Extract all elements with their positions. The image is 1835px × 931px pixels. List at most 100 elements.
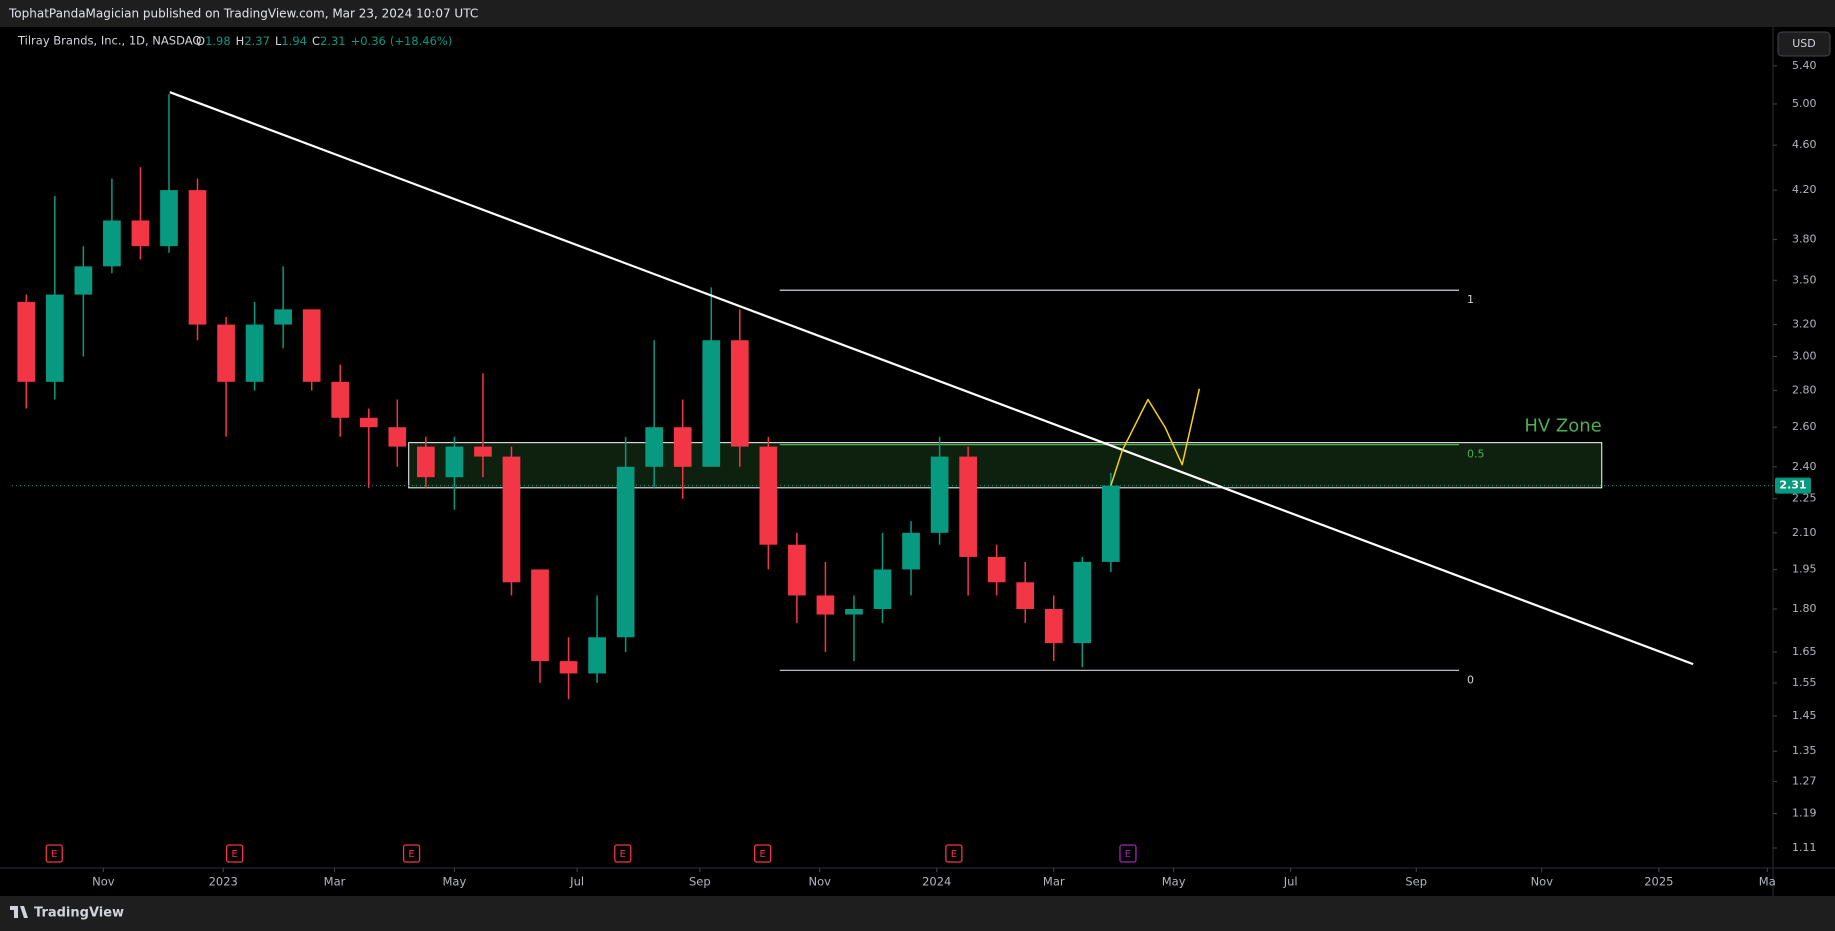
- hv-zone-label: HV Zone: [1524, 416, 1601, 437]
- candle-body: [845, 609, 863, 615]
- candle-body: [730, 340, 749, 447]
- candle-body: [873, 569, 892, 610]
- candle-body: [188, 190, 207, 325]
- x-tick-label: 2023: [209, 875, 238, 889]
- x-tick-label: Nov: [1531, 875, 1554, 889]
- earnings-marker: [1119, 844, 1137, 863]
- ohlc-letter: C: [312, 34, 320, 48]
- candle-body: [160, 190, 178, 247]
- ohlc-value: 2.31: [320, 34, 346, 48]
- candle-body: [17, 301, 36, 382]
- fib-label: 0.5: [1467, 448, 1485, 461]
- y-tick-label: 1.80: [1792, 602, 1817, 615]
- candle-body: [359, 417, 378, 428]
- candle-body: [445, 446, 464, 478]
- candle-body: [474, 446, 492, 457]
- y-tick-label: 3.50: [1792, 273, 1817, 286]
- x-tick-label: Mar: [324, 875, 346, 889]
- ohlc-value: 2.37: [244, 34, 270, 48]
- ohlc-value: 1.98: [205, 34, 231, 48]
- change-pct: (+18.46%): [390, 34, 452, 48]
- candle-body: [959, 456, 977, 557]
- x-tick-label: 2025: [1644, 875, 1673, 889]
- last-price-tag: [1775, 477, 1811, 494]
- ohlc-letter: O: [196, 34, 205, 48]
- y-tick-label: 1.19: [1792, 807, 1817, 820]
- earnings-marker: [225, 844, 244, 863]
- candle-body: [103, 220, 121, 267]
- candle-body: [1044, 609, 1063, 644]
- candle-body: [1073, 561, 1092, 644]
- y-tick-label: 3.20: [1792, 318, 1817, 331]
- earnings-marker: [945, 844, 963, 863]
- candle-body: [702, 340, 721, 467]
- earnings-label: E: [231, 849, 237, 860]
- earnings-label: E: [759, 849, 765, 860]
- hv-zone: [408, 442, 1603, 489]
- y-tick-label: 2.40: [1792, 460, 1817, 473]
- candle-body: [816, 595, 835, 615]
- candle-body: [502, 456, 521, 583]
- x-tick-label: Jul: [569, 875, 584, 889]
- y-tick-label: 3.80: [1792, 233, 1817, 246]
- x-tick-label: Nov: [92, 875, 115, 889]
- y-tick-label: 1.27: [1792, 774, 1817, 787]
- currency-button[interactable]: [1777, 31, 1831, 57]
- ohlc-value: 1.94: [281, 34, 307, 48]
- x-tick-label: May: [442, 875, 466, 889]
- published-note: TophatPandaMagician published on Trading…: [8, 7, 478, 21]
- x-tick-label: 2024: [922, 875, 951, 889]
- fib-label: 1: [1467, 293, 1474, 306]
- candle-body: [645, 427, 664, 467]
- candle-body: [331, 381, 350, 418]
- y-tick-label: 2.60: [1792, 420, 1817, 433]
- candle-body: [902, 532, 920, 570]
- change: +0.36: [351, 34, 386, 48]
- y-tick-label: 3.00: [1792, 349, 1817, 362]
- earnings-label: E: [620, 849, 626, 860]
- candle-body: [1101, 485, 1120, 562]
- y-tick-label: 1.55: [1792, 676, 1817, 689]
- candle-body: [531, 569, 549, 662]
- candle-body: [74, 266, 93, 295]
- candle-body: [930, 456, 949, 533]
- earnings-marker: [45, 844, 63, 863]
- candle-body: [131, 220, 150, 247]
- fib-label: 0: [1467, 673, 1474, 686]
- candle-body: [987, 556, 1006, 583]
- candle-body: [559, 661, 578, 674]
- candle-body: [217, 324, 235, 382]
- earnings-label: E: [1125, 849, 1131, 860]
- currency: USD: [1792, 37, 1816, 50]
- legend: Tilray Brands, Inc., 1D, NASDAQ O1.98 H2.…: [17, 34, 452, 48]
- candle-body: [616, 466, 635, 638]
- y-tick-label: 2.10: [1792, 526, 1817, 539]
- candle-body: [274, 309, 292, 325]
- earnings-label: E: [408, 849, 414, 860]
- y-tick-label: 4.60: [1792, 138, 1817, 151]
- footer-bar: [0, 896, 1835, 931]
- earnings-label: E: [51, 849, 57, 860]
- candle-body: [388, 427, 407, 447]
- candle-body: [673, 427, 692, 467]
- earnings-marker: [402, 844, 421, 863]
- x-tick-label: Ma: [1759, 875, 1776, 889]
- candle-body: [302, 309, 321, 382]
- candle-body: [759, 446, 778, 545]
- x-tick-label: Mar: [1043, 875, 1065, 889]
- y-tick-label: 1.11: [1792, 841, 1817, 854]
- ohlc-letter: L: [275, 34, 282, 48]
- brand-logo: [10, 906, 28, 918]
- candle-body: [417, 446, 435, 478]
- y-tick-label: 1.45: [1792, 709, 1817, 722]
- x-tick-label: Jul: [1283, 875, 1298, 889]
- candle-body: [788, 544, 806, 596]
- brand: TradingView: [34, 906, 124, 921]
- earnings-marker: [614, 844, 632, 863]
- trendline: [169, 91, 1694, 666]
- y-tick-label: 1.35: [1792, 744, 1817, 757]
- y-tick-label: 1.65: [1792, 645, 1817, 658]
- projection-path: [1110, 388, 1201, 486]
